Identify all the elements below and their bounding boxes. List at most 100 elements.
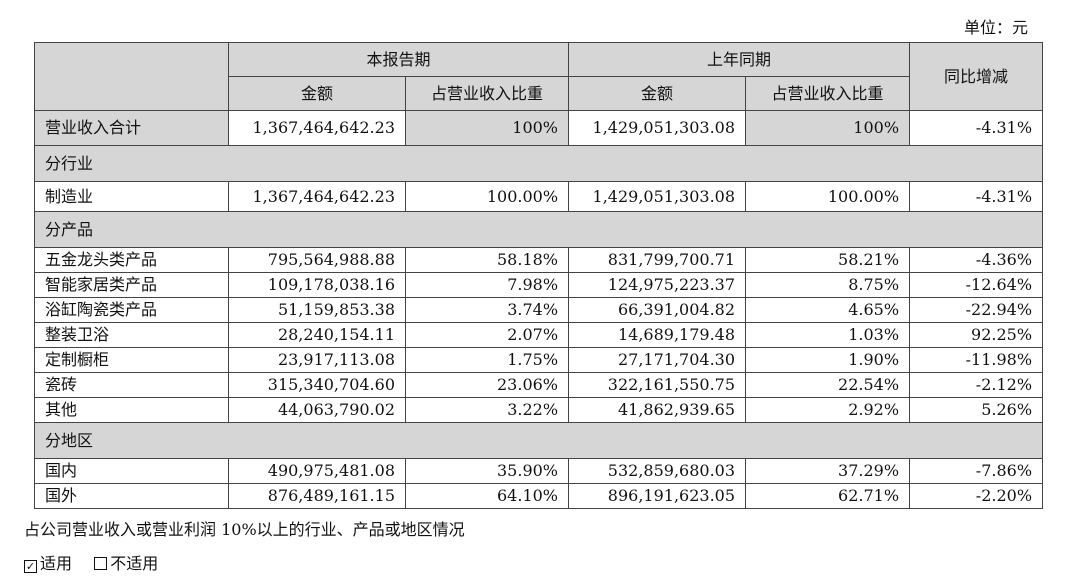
table-row: 浴缸陶瓷类产品 51,159,853.38 3.74% 66,391,004.82 4.… xyxy=(34,297,1044,323)
cell-label: 五金龙头类产品 xyxy=(34,247,229,273)
total-prev-amount: 1,429,051,303.08 xyxy=(568,110,747,146)
note-text: 占公司营业收入或营业利润 10%以上的行业、产品或地区情况 xyxy=(24,520,465,539)
header-current-period: 本报告期 xyxy=(227,42,570,77)
header-cur-amount: 金额 xyxy=(228,76,406,111)
cell-label: 浴缸陶瓷类产品 xyxy=(34,297,229,323)
header-prior-period: 上年同期 xyxy=(568,42,911,77)
cell-prev-share: 62.71% xyxy=(745,483,911,509)
cell-prev-share: 4.65% xyxy=(745,297,911,323)
cell-label: 国外 xyxy=(34,483,229,509)
cell-prev-amount: 1,429,051,303.08 xyxy=(568,181,747,212)
cell-yoy: 92.25% xyxy=(909,322,1044,348)
applicable-checkbox[interactable]: ✓ xyxy=(24,560,37,573)
cell-prev-amount: 124,975,223.37 xyxy=(568,272,747,298)
table-row: 整装卫浴 28,240,154.11 2.07% 14,689,179.48 1.03%… xyxy=(34,322,1044,348)
cell-prev-amount: 66,391,004.82 xyxy=(568,297,747,323)
applicable-label: 适用 xyxy=(40,554,73,573)
cell-label: 智能家居类产品 xyxy=(34,272,229,298)
cell-label: 国内 xyxy=(34,458,229,484)
header-blank xyxy=(34,42,229,111)
cell-cur-amount: 109,178,038.16 xyxy=(228,272,406,298)
cell-prev-share: 8.75% xyxy=(745,272,911,298)
cell-cur-amount: 876,489,161.15 xyxy=(228,483,406,509)
header-row-2: 金额 占营业收入比重 金额 占营业收入比重 xyxy=(35,76,1043,111)
table-row: 制造业 1,367,464,642.23 100.00% 1,429,051,303.… xyxy=(34,181,1044,212)
cell-prev-amount: 27,171,704.30 xyxy=(568,347,747,373)
cell-label: 定制橱柜 xyxy=(34,347,229,373)
total-yoy: -4.31% xyxy=(909,110,1044,146)
cell-prev-amount: 532,859,680.03 xyxy=(568,458,747,484)
cell-yoy: -4.31% xyxy=(909,181,1044,212)
cell-label: 整装卫浴 xyxy=(34,322,229,348)
total-prev-share: 100% xyxy=(745,110,911,146)
cell-cur-share: 100.00% xyxy=(404,181,570,212)
cell-prev-share: 22.54% xyxy=(745,372,911,398)
cell-cur-amount: 44,063,790.02 xyxy=(228,397,406,423)
cell-prev-amount: 322,161,550.75 xyxy=(568,372,747,398)
cell-yoy: -22.94% xyxy=(909,297,1044,323)
cell-yoy: -12.64% xyxy=(909,272,1044,298)
cell-yoy: -2.12% xyxy=(909,372,1044,398)
cell-prev-amount: 14,689,179.48 xyxy=(568,322,747,348)
cell-cur-share: 2.07% xyxy=(404,322,570,348)
cell-yoy: -2.20% xyxy=(909,483,1044,509)
total-row: 营业收入合计 1,367,464,642.23 100% 1,429,051,3… xyxy=(34,110,1044,146)
cell-cur-share: 23.06% xyxy=(404,372,570,398)
cell-cur-amount: 51,159,853.38 xyxy=(228,297,406,323)
header-prev-amount: 金额 xyxy=(568,76,747,111)
cell-label: 其他 xyxy=(34,397,229,423)
cell-cur-amount: 795,564,988.88 xyxy=(228,247,406,273)
cell-prev-share: 37.29% xyxy=(745,458,911,484)
table-row: 瓷砖 315,340,704.60 23.06% 322,161,550.75 22.5… xyxy=(34,372,1044,398)
cell-label: 制造业 xyxy=(34,181,229,212)
cell-cur-amount: 315,340,704.60 xyxy=(228,372,406,398)
cell-cur-share: 3.74% xyxy=(404,297,570,323)
cell-prev-share: 100.00% xyxy=(745,181,911,212)
applicability-options: ✓ 适用 不适用 xyxy=(24,550,158,574)
cell-cur-share: 1.75% xyxy=(404,347,570,373)
revenue-breakdown-table: 本报告期 上年同期 同比增减 金额 占营业收入比重 金额 占营业收入比重 营业收… xyxy=(33,42,1044,509)
cell-prev-share: 58.21% xyxy=(745,247,911,273)
table-row: 五金龙头类产品 795,564,988.88 58.18% 831,799,700.7… xyxy=(34,247,1044,273)
section-row: 分行业 xyxy=(33,145,1044,182)
cell-prev-amount: 831,799,700.71 xyxy=(568,247,747,273)
not-applicable-label: 不适用 xyxy=(110,554,159,573)
cell-label: 瓷砖 xyxy=(34,372,229,398)
cell-prev-amount: 41,862,939.65 xyxy=(568,397,747,423)
cell-yoy: 5.26% xyxy=(909,397,1044,423)
total-label: 营业收入合计 xyxy=(34,110,229,146)
header-cur-share: 占营业收入比重 xyxy=(404,76,570,111)
header-prev-share: 占营业收入比重 xyxy=(745,76,911,111)
cell-cur-amount: 23,917,113.08 xyxy=(228,347,406,373)
cell-prev-amount: 896,191,623.05 xyxy=(568,483,747,509)
cell-cur-amount: 490,975,481.08 xyxy=(228,458,406,484)
header-yoy: 同比增减 xyxy=(909,42,1044,111)
unit-label: 单位：元 xyxy=(963,18,1028,37)
cell-cur-share: 64.10% xyxy=(404,483,570,509)
total-cur-amount: 1,367,464,642.23 xyxy=(228,110,406,146)
table-row: 定制橱柜 23,917,113.08 1.75% 27,171,704.30 1.90%… xyxy=(34,347,1044,373)
cell-cur-share: 3.22% xyxy=(404,397,570,423)
not-applicable-checkbox[interactable] xyxy=(94,557,108,570)
section-title: 分行业 xyxy=(33,145,1044,182)
cell-cur-share: 7.98% xyxy=(404,272,570,298)
cell-yoy: -7.86% xyxy=(909,458,1044,484)
cell-prev-share: 1.03% xyxy=(745,322,911,348)
section-row: 分地区 xyxy=(33,422,1044,459)
cell-prev-share: 2.92% xyxy=(745,397,911,423)
section-title: 分产品 xyxy=(33,211,1044,248)
cell-yoy: -4.36% xyxy=(909,247,1044,273)
section-row: 分产品 xyxy=(33,211,1044,248)
cell-cur-amount: 28,240,154.11 xyxy=(228,322,406,348)
table-row: 国外 876,489,161.15 64.10% 896,191,623.05 62.7… xyxy=(34,483,1044,509)
header-row-1: 本报告期 上年同期 同比增减 xyxy=(34,42,1044,111)
table-row: 国内 490,975,481.08 35.90% 532,859,680.03 37.2… xyxy=(34,458,1044,484)
cell-cur-amount: 1,367,464,642.23 xyxy=(228,181,406,212)
section-title: 分地区 xyxy=(33,422,1044,459)
table-row: 智能家居类产品 109,178,038.16 7.98% 124,975,223.37… xyxy=(34,272,1044,298)
cell-yoy: -11.98% xyxy=(909,347,1044,373)
cell-prev-share: 1.90% xyxy=(745,347,911,373)
cell-cur-share: 58.18% xyxy=(404,247,570,273)
total-cur-share: 100% xyxy=(404,110,570,146)
cell-cur-share: 35.90% xyxy=(404,458,570,484)
